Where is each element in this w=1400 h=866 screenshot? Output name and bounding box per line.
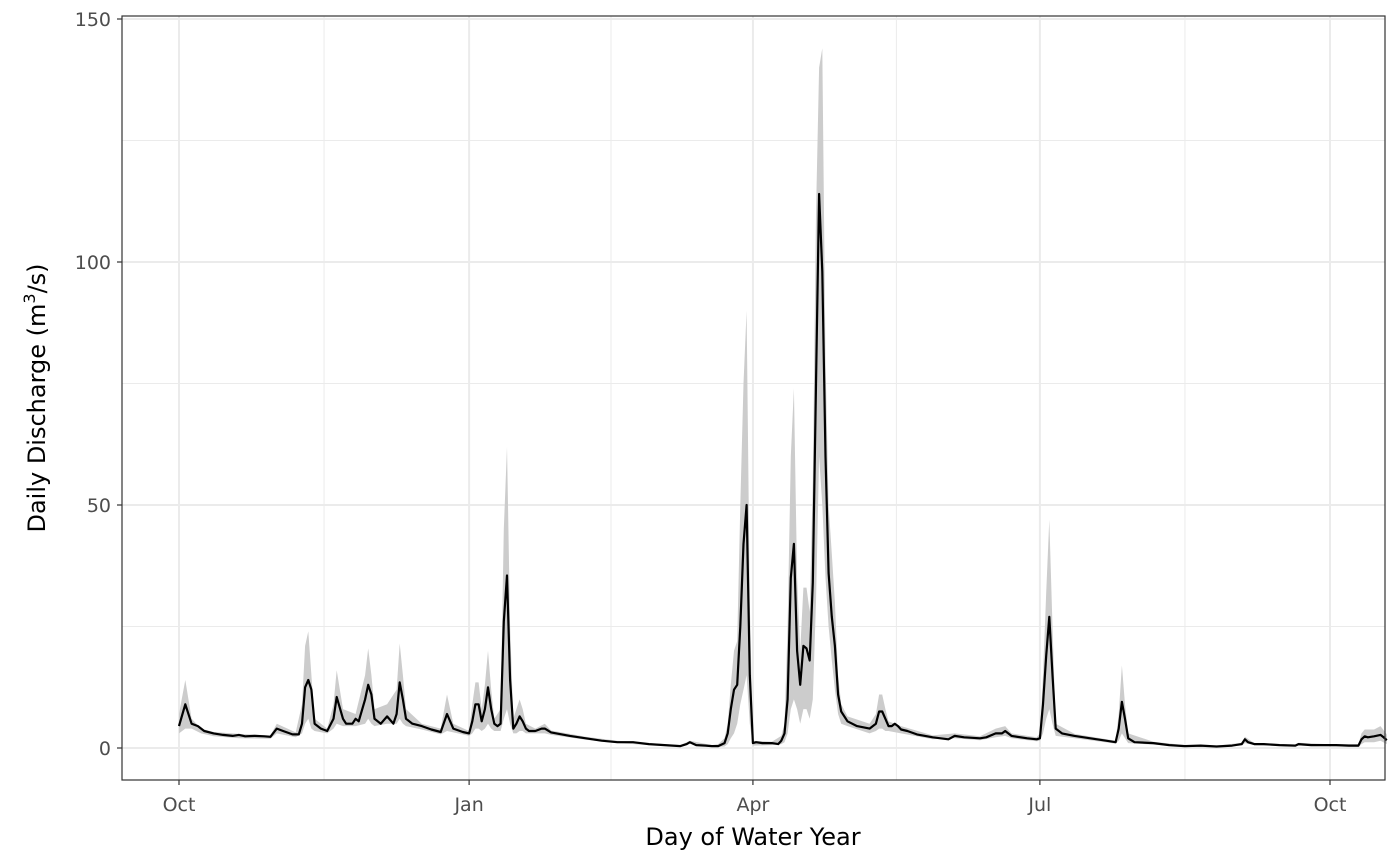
y-axis-title-end: /s) <box>23 263 51 293</box>
x-tick-label: Oct <box>1314 794 1347 816</box>
grid-major <box>122 16 1385 780</box>
x-tick-label: Apr <box>736 794 769 816</box>
y-tick-label: 0 <box>99 738 111 760</box>
y-tick-label: 150 <box>75 9 111 31</box>
x-tick-label: Oct <box>163 794 196 816</box>
y-tick-label: 50 <box>87 495 111 517</box>
y-axis-title-main: Daily Discharge (m <box>23 304 51 533</box>
y-tick-label: 100 <box>75 252 111 274</box>
x-tick-label: Jul <box>1027 794 1051 816</box>
y-axis: 0 50 100 150 <box>75 9 122 760</box>
y-axis-title: Daily Discharge (m3/s) <box>20 263 51 532</box>
median-discharge-line <box>177 192 1388 748</box>
x-axis: Oct Jan Apr Jul Oct <box>163 780 1347 816</box>
y-axis-title-superscript: 3 <box>20 293 39 303</box>
x-axis-title: Day of Water Year <box>645 823 860 851</box>
x-tick-label: Jan <box>453 794 483 816</box>
